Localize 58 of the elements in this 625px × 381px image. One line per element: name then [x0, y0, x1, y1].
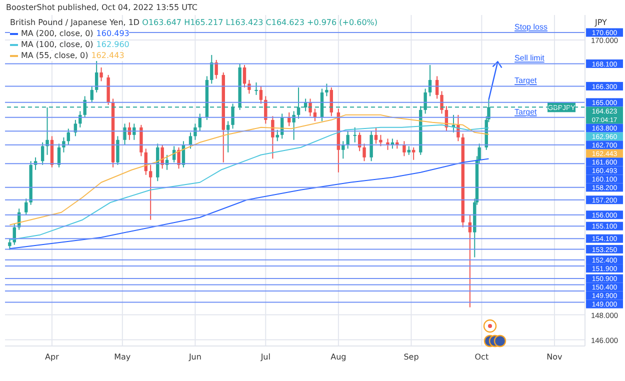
chart-title: British Pound / Japanese Yen, 1D: [10, 18, 140, 27]
x-tick-label: Apr: [45, 352, 60, 362]
candlestick: [90, 86, 94, 103]
candlestick: [40, 142, 44, 166]
x-tick-label: Oct: [474, 352, 489, 362]
candlestick: [248, 79, 251, 94]
candlestick: [226, 120, 230, 153]
candlestick: [292, 110, 296, 140]
candlestick: [346, 130, 350, 150]
candlestick: [370, 130, 373, 162]
candlestick: [308, 98, 312, 117]
annotation: Target: [514, 76, 538, 86]
candlestick: [148, 164, 152, 220]
x-tick-label: Aug: [330, 352, 346, 362]
x-tick-label: Jun: [188, 352, 202, 362]
candlestick: [362, 143, 366, 162]
candlestick: [177, 146, 180, 170]
legend-label: MA (100, close, 0): [21, 40, 94, 50]
candlestick: [259, 86, 263, 104]
candlestick: [254, 82, 258, 96]
candlestick: [402, 140, 406, 157]
candlestick: [100, 66, 103, 82]
annotation: O163.647 H165.217 L163.423 C164.623 +0.976 (+0.60%): [142, 18, 378, 27]
candlestick: [325, 83, 328, 97]
x-tick-label: Nov: [546, 352, 563, 362]
candlestick: [271, 116, 274, 160]
line-series: [9, 114, 490, 226]
legend-label: MA (200, close, 0): [21, 29, 94, 39]
candlestick: [66, 128, 70, 146]
candlestick: [194, 123, 197, 140]
candlestick: [353, 126, 356, 143]
x-tick-label: Jul: [260, 352, 270, 362]
y-axis-title: JPY: [594, 18, 608, 27]
candlestick: [123, 123, 126, 146]
candlestick: [188, 132, 192, 150]
annotation: Sell limit: [514, 54, 546, 63]
candlestick: [276, 129, 279, 142]
candlestick: [214, 59, 218, 80]
candlestick: [62, 136, 66, 153]
candlestick: [160, 144, 164, 170]
candlestick: [412, 146, 416, 160]
candlestick: [242, 64, 246, 88]
legend-label: MA (55, close, 0): [21, 51, 88, 61]
candlestick: [374, 126, 378, 144]
annotation: Stop loss: [514, 22, 548, 32]
candlestick: [379, 134, 382, 147]
candlestick: [8, 238, 12, 250]
x-tick-label: Sep: [404, 352, 419, 362]
annotation: 160.493: [96, 29, 130, 39]
annotation: 162.443: [91, 51, 124, 61]
annotation: Target: [514, 107, 538, 116]
candlestick: [116, 136, 120, 166]
line-series: [9, 158, 490, 250]
candlestick: [24, 198, 28, 216]
text: BoosterShot published, Oct 04, 2022 13:55 UTC: [6, 3, 198, 12]
candlestick: [440, 90, 444, 114]
annotation: 162.960: [96, 40, 130, 50]
x-tick-label: May: [114, 352, 131, 362]
